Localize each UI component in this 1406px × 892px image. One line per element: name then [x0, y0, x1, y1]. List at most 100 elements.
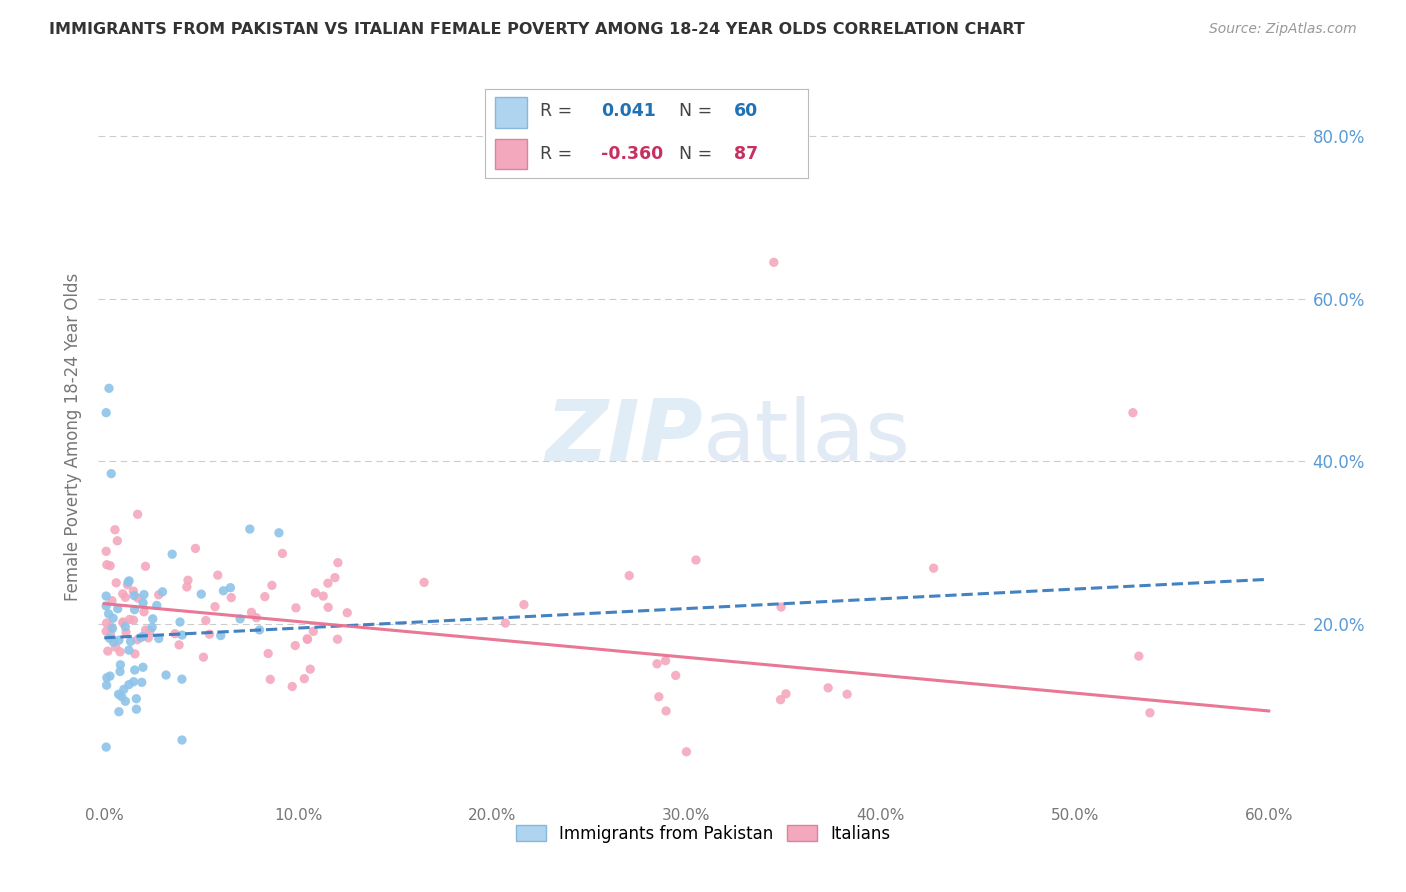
Point: [118, 612, 141, 626]
FancyBboxPatch shape: [495, 139, 527, 169]
Point: [297, 632, 319, 646]
Point: [125, 691, 148, 706]
Point: [302, 624, 325, 639]
Point: [245, 610, 267, 624]
Point: [304, 586, 326, 600]
Point: [139, 624, 162, 638]
Point: [131, 675, 153, 690]
Point: [107, 601, 129, 615]
Point: [104, 640, 127, 654]
Point: [96, 599, 118, 613]
Point: [138, 631, 160, 645]
Point: [98, 558, 121, 573]
Point: [120, 634, 142, 648]
Point: [299, 662, 322, 676]
Point: [648, 690, 671, 704]
Point: [96, 544, 118, 558]
Point: [775, 687, 797, 701]
Point: [1139, 706, 1161, 720]
Text: N =: N =: [679, 145, 713, 163]
Point: [184, 541, 207, 556]
Point: [96, 678, 118, 692]
Point: [107, 687, 129, 701]
Point: [111, 615, 134, 630]
Point: [108, 665, 131, 679]
Point: [260, 578, 283, 592]
Point: [96, 624, 118, 639]
Point: [118, 678, 141, 692]
Point: [124, 647, 146, 661]
Point: [267, 525, 290, 540]
Point: [769, 692, 792, 706]
Point: [249, 623, 271, 637]
Point: [292, 672, 315, 686]
Point: [163, 626, 186, 640]
Point: [132, 588, 155, 602]
Point: [111, 587, 134, 601]
Point: [253, 590, 276, 604]
Point: [619, 568, 641, 582]
Point: [209, 629, 232, 643]
Point: [169, 615, 191, 629]
Point: [96, 615, 118, 630]
Point: [100, 627, 122, 641]
Point: [148, 632, 170, 646]
Point: [323, 571, 346, 585]
Point: [152, 584, 174, 599]
Point: [655, 704, 678, 718]
Text: atlas: atlas: [703, 395, 911, 479]
Point: [108, 645, 131, 659]
Point: [148, 588, 170, 602]
Point: [98, 669, 121, 683]
Point: [132, 629, 155, 643]
Y-axis label: Female Poverty Among 18-24 Year Olds: Female Poverty Among 18-24 Year Olds: [65, 273, 83, 601]
Point: [117, 577, 139, 591]
Point: [129, 631, 152, 645]
Point: [835, 687, 858, 701]
Point: [127, 591, 149, 605]
Text: R =: R =: [540, 103, 572, 120]
Point: [817, 681, 839, 695]
Point: [101, 593, 124, 607]
Point: [96, 671, 118, 685]
Point: [413, 575, 436, 590]
Point: [645, 657, 668, 671]
Point: [204, 599, 226, 614]
Point: [132, 605, 155, 619]
FancyBboxPatch shape: [495, 97, 527, 128]
Point: [297, 632, 319, 647]
Legend: Immigrants from Pakistan, Italians: Immigrants from Pakistan, Italians: [509, 818, 897, 849]
Point: [118, 574, 141, 588]
Point: [111, 690, 134, 704]
Point: [135, 623, 157, 637]
Point: [103, 635, 125, 649]
Point: [115, 625, 138, 640]
Point: [170, 672, 193, 686]
Point: [122, 584, 145, 599]
Point: [100, 620, 122, 634]
Point: [110, 657, 132, 672]
Point: [104, 523, 127, 537]
Point: [122, 613, 145, 627]
Text: 60: 60: [734, 103, 758, 120]
Point: [675, 745, 697, 759]
Point: [160, 547, 183, 561]
Point: [326, 632, 349, 647]
Point: [654, 654, 676, 668]
Point: [257, 647, 280, 661]
Point: [105, 533, 128, 548]
Point: [494, 616, 516, 631]
Point: [97, 607, 120, 621]
Point: [96, 589, 118, 603]
Point: [177, 574, 200, 588]
Point: [155, 668, 177, 682]
Point: [97, 644, 120, 658]
Point: [229, 612, 252, 626]
Point: [127, 632, 149, 647]
Point: [685, 553, 707, 567]
Point: [326, 556, 349, 570]
Point: [145, 599, 167, 613]
Point: [259, 673, 281, 687]
Point: [513, 598, 536, 612]
Point: [117, 574, 139, 589]
